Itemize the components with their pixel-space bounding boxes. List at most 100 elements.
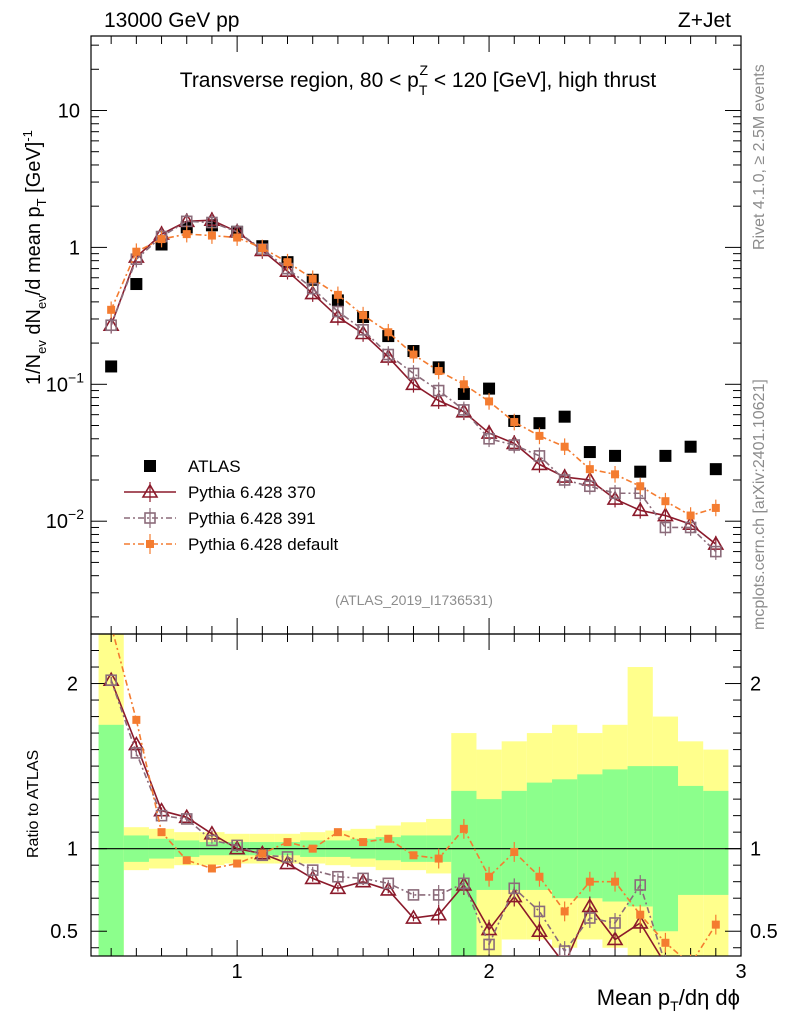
legend-marker xyxy=(144,460,156,472)
atlas-data-point xyxy=(684,440,697,453)
mc-point xyxy=(531,455,548,471)
mc-point xyxy=(430,392,448,407)
y-axis-label-main: 1/Nev dNev/d mean pT [GeV]-1 xyxy=(20,130,49,385)
x-tick-label: 3 xyxy=(735,961,746,983)
mc-point xyxy=(409,350,418,359)
mc-point xyxy=(609,487,621,500)
ratio-point xyxy=(510,847,519,856)
atlas-data-point xyxy=(659,449,672,462)
x-axis-label: Mean pT/dη dϕ xyxy=(597,985,740,1014)
legend-marker xyxy=(141,483,159,498)
header-left: 13000 GeV pp xyxy=(104,9,239,32)
mc-point xyxy=(359,311,368,320)
ratio-point xyxy=(155,809,168,822)
atlas-data-point xyxy=(709,463,722,476)
mc-point xyxy=(434,367,443,376)
ratio-point xyxy=(505,887,523,903)
legend: ATLAS Pythia 6.428 370 Pythia 6.428 391 Pyt… xyxy=(124,457,339,554)
legend-marker xyxy=(146,540,154,548)
mc-point xyxy=(157,235,166,244)
y-axis-label-ratio: Ratio to ATLAS xyxy=(25,750,42,858)
mc-point xyxy=(407,367,420,380)
stat-band-bin xyxy=(98,724,124,956)
ratio-point xyxy=(359,838,368,847)
axes: 1 2 3 10 1 10−1 10−2 2 2 1 1 0.5 0.5 xyxy=(46,36,778,983)
ratio-point xyxy=(665,955,666,956)
atlas-data-point xyxy=(457,387,470,400)
atlas-data-point xyxy=(558,410,571,423)
ratio-point xyxy=(611,877,620,886)
ratio-point xyxy=(564,955,565,956)
ratio-point xyxy=(405,909,422,924)
stat-band-bin xyxy=(501,790,527,890)
ratio-point xyxy=(660,959,670,969)
ratio-point xyxy=(281,851,294,863)
ratio-point xyxy=(228,840,246,855)
ratio-plot-frame xyxy=(90,633,742,957)
atlas-data-point xyxy=(533,417,546,430)
mc-point xyxy=(711,503,720,512)
ratio-point xyxy=(308,844,317,853)
ratio-point xyxy=(333,828,342,837)
ratio-point xyxy=(560,907,569,916)
atlas-data-point xyxy=(105,360,118,373)
atlas-data-point xyxy=(583,446,596,459)
mc-point xyxy=(508,439,521,451)
atlas-data-point xyxy=(609,449,622,462)
mc-point xyxy=(283,258,292,267)
ratio-point xyxy=(458,877,470,890)
ratio-point xyxy=(407,889,420,901)
stat-band-bin xyxy=(703,790,729,895)
ratio-point xyxy=(432,889,445,901)
mc-point xyxy=(182,230,191,239)
mc-point xyxy=(258,243,267,252)
mc-point xyxy=(533,450,546,462)
ratio-series xyxy=(102,634,720,969)
x-tick-label: 2 xyxy=(483,961,494,983)
mc-point xyxy=(432,384,445,397)
ratio-y-tick-label-right: 1 xyxy=(750,839,761,861)
ratio-point xyxy=(233,859,242,868)
mc-point xyxy=(659,521,672,534)
mc-point xyxy=(105,319,117,332)
mc-point xyxy=(710,545,722,558)
ratio-point xyxy=(130,747,143,759)
mc-point xyxy=(558,474,571,486)
legend-marker xyxy=(144,512,156,524)
stat-band-bin xyxy=(552,779,578,899)
ratio-point xyxy=(382,877,395,890)
mc-point xyxy=(233,233,242,242)
ratio-point xyxy=(606,930,624,946)
ratio-point xyxy=(207,864,216,873)
ratio-point xyxy=(329,879,347,895)
mc-point xyxy=(631,501,649,517)
ratio-y-tick-label-right: 0.5 xyxy=(750,921,778,943)
ratio-point xyxy=(609,917,621,929)
ratio-point xyxy=(485,872,494,881)
mc-point xyxy=(357,324,369,336)
ratio-point xyxy=(535,872,544,881)
mc-point xyxy=(611,470,620,479)
plot-title: Transverse region, 80 < pTZ < 120 [GeV],… xyxy=(180,62,657,98)
ratio-point xyxy=(483,938,495,951)
mc-point xyxy=(384,328,393,337)
ratio-point xyxy=(661,938,670,947)
ratio-point xyxy=(357,872,369,885)
ratio-point xyxy=(584,912,596,924)
ratio-point xyxy=(306,864,319,876)
ratio-point xyxy=(430,906,448,921)
mc-point xyxy=(485,397,494,406)
mc-point xyxy=(132,247,141,256)
ratio-y-tick-label: 0.5 xyxy=(50,921,78,943)
ratio-point xyxy=(157,828,166,837)
mc-point xyxy=(686,511,695,520)
ratio-point xyxy=(105,674,117,687)
ratio-y-tick-label: 2 xyxy=(67,674,78,696)
ratio-point xyxy=(258,849,267,858)
ratio-point xyxy=(283,838,292,847)
ratio-point xyxy=(231,839,243,852)
mc-point xyxy=(382,348,395,361)
ratio-point xyxy=(180,813,193,825)
legend-label: Pythia 6.428 391 xyxy=(188,509,316,528)
